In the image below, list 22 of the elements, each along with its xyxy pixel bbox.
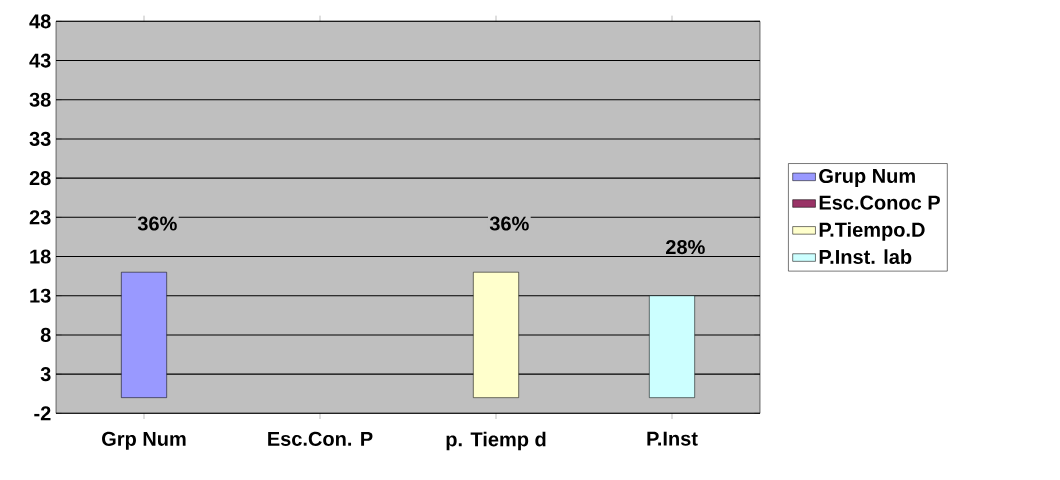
y-tick-label: -2 bbox=[34, 406, 51, 421]
annotation: 36% bbox=[137, 216, 177, 231]
y-tick-label: 23 bbox=[29, 210, 51, 225]
x-tick-label: p. Tiemp d bbox=[446, 431, 546, 451]
legend-label: Esc.Conoc P bbox=[819, 195, 940, 210]
y-tick-label: 33 bbox=[29, 131, 51, 147]
annotation: 36% bbox=[489, 216, 529, 231]
annotation: 28% bbox=[666, 239, 705, 255]
y-tick-label: 48 bbox=[29, 14, 51, 29]
legend-label: P.Inst. lab bbox=[819, 249, 912, 264]
legend-label: P.Tiempo.D bbox=[819, 222, 925, 241]
legend-label: Grup Num bbox=[819, 168, 915, 187]
x-tick-label: Grp Num bbox=[102, 431, 186, 450]
y-tick-label: 38 bbox=[29, 92, 51, 107]
y-tick-label: 8 bbox=[40, 327, 51, 343]
y-tick-label: 3 bbox=[40, 367, 51, 382]
y-tick-label: 43 bbox=[29, 53, 51, 68]
x-tick-label: P.Inst bbox=[647, 431, 698, 446]
y-tick-label: 28 bbox=[29, 171, 51, 186]
y-tick-label: 13 bbox=[30, 288, 51, 303]
x-tick-label: Esc.Con. P bbox=[268, 431, 373, 446]
y-tick-label: 18 bbox=[30, 249, 51, 264]
